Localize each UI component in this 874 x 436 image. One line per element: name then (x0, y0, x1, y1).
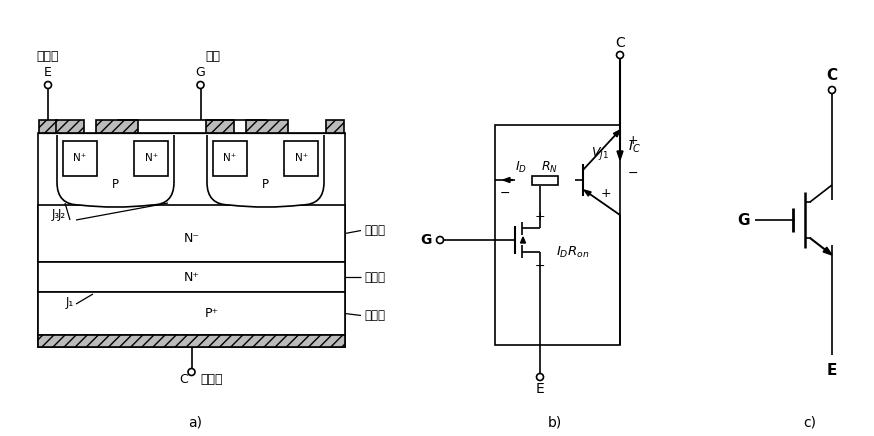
Bar (206, 120, 234, 133)
Bar (135, 140, 168, 176)
Text: 栅极: 栅极 (205, 51, 220, 64)
Circle shape (436, 236, 443, 243)
Text: G: G (196, 67, 205, 79)
Text: −: − (628, 167, 639, 180)
Text: 集电极: 集电极 (200, 372, 223, 385)
Text: $\mathit{R}_N$: $\mathit{R}_N$ (540, 160, 558, 174)
Polygon shape (503, 177, 510, 183)
Bar (284, 140, 318, 176)
Text: −: − (535, 259, 545, 272)
Text: C: C (827, 68, 837, 84)
Polygon shape (521, 237, 525, 243)
Bar (495, 125, 620, 345)
Text: N⁺: N⁺ (295, 153, 308, 163)
Text: 注入区: 注入区 (364, 309, 385, 322)
Text: C: C (615, 36, 625, 50)
Circle shape (616, 51, 623, 58)
Bar (63, 140, 97, 176)
Text: J₂: J₂ (58, 208, 66, 221)
Text: E: E (827, 362, 837, 378)
Bar (56, 120, 84, 133)
Text: P: P (112, 177, 119, 191)
Text: +: + (600, 187, 611, 200)
Text: $\mathit{I}_D\mathit{R}_{on}$: $\mathit{I}_D\mathit{R}_{on}$ (556, 245, 590, 259)
Bar (38, 262, 345, 292)
Text: +: + (628, 133, 639, 146)
Bar (326, 120, 344, 133)
Text: G: G (420, 233, 432, 247)
PathPatch shape (207, 135, 324, 207)
Text: $\mathit{V}_{J1}$: $\mathit{V}_{J1}$ (591, 144, 609, 161)
Text: E: E (536, 382, 545, 396)
Bar (38, 292, 345, 335)
Text: C: C (179, 372, 188, 385)
Text: N⁺: N⁺ (144, 153, 157, 163)
Text: N⁺: N⁺ (73, 153, 87, 163)
Text: N⁺: N⁺ (223, 153, 237, 163)
Circle shape (537, 374, 544, 381)
Text: G: G (737, 212, 749, 228)
Text: P: P (262, 177, 269, 191)
Text: +: + (535, 210, 545, 222)
Bar (39, 120, 57, 133)
Text: E: E (44, 67, 52, 79)
PathPatch shape (57, 135, 174, 207)
Bar (246, 120, 288, 133)
Text: a): a) (188, 415, 202, 429)
Text: 缓冲区: 缓冲区 (364, 270, 385, 283)
Bar (532, 176, 558, 184)
Polygon shape (617, 151, 623, 160)
Text: $\mathit{I}_D$: $\mathit{I}_D$ (515, 160, 527, 174)
Bar (213, 140, 246, 176)
Bar (38, 205, 345, 262)
Polygon shape (584, 190, 591, 196)
Bar (38, 133, 345, 347)
Text: −: − (500, 187, 510, 200)
Text: 漂移区: 漂移区 (364, 224, 385, 237)
Circle shape (829, 86, 836, 93)
Text: N⁻: N⁻ (184, 232, 199, 245)
Text: 发射极: 发射极 (37, 51, 59, 64)
Text: J₃: J₃ (52, 208, 60, 221)
Text: c): c) (803, 415, 816, 429)
Bar (38, 335, 345, 347)
Bar (96, 120, 138, 133)
Polygon shape (823, 247, 832, 255)
Circle shape (197, 82, 204, 89)
Text: b): b) (548, 415, 562, 429)
Text: J₁: J₁ (66, 296, 74, 309)
Text: P⁺: P⁺ (205, 307, 218, 320)
Circle shape (188, 368, 195, 375)
Circle shape (45, 82, 52, 89)
Text: N⁺: N⁺ (184, 270, 199, 283)
Text: $I_C$: $I_C$ (628, 139, 641, 155)
Polygon shape (614, 130, 620, 137)
